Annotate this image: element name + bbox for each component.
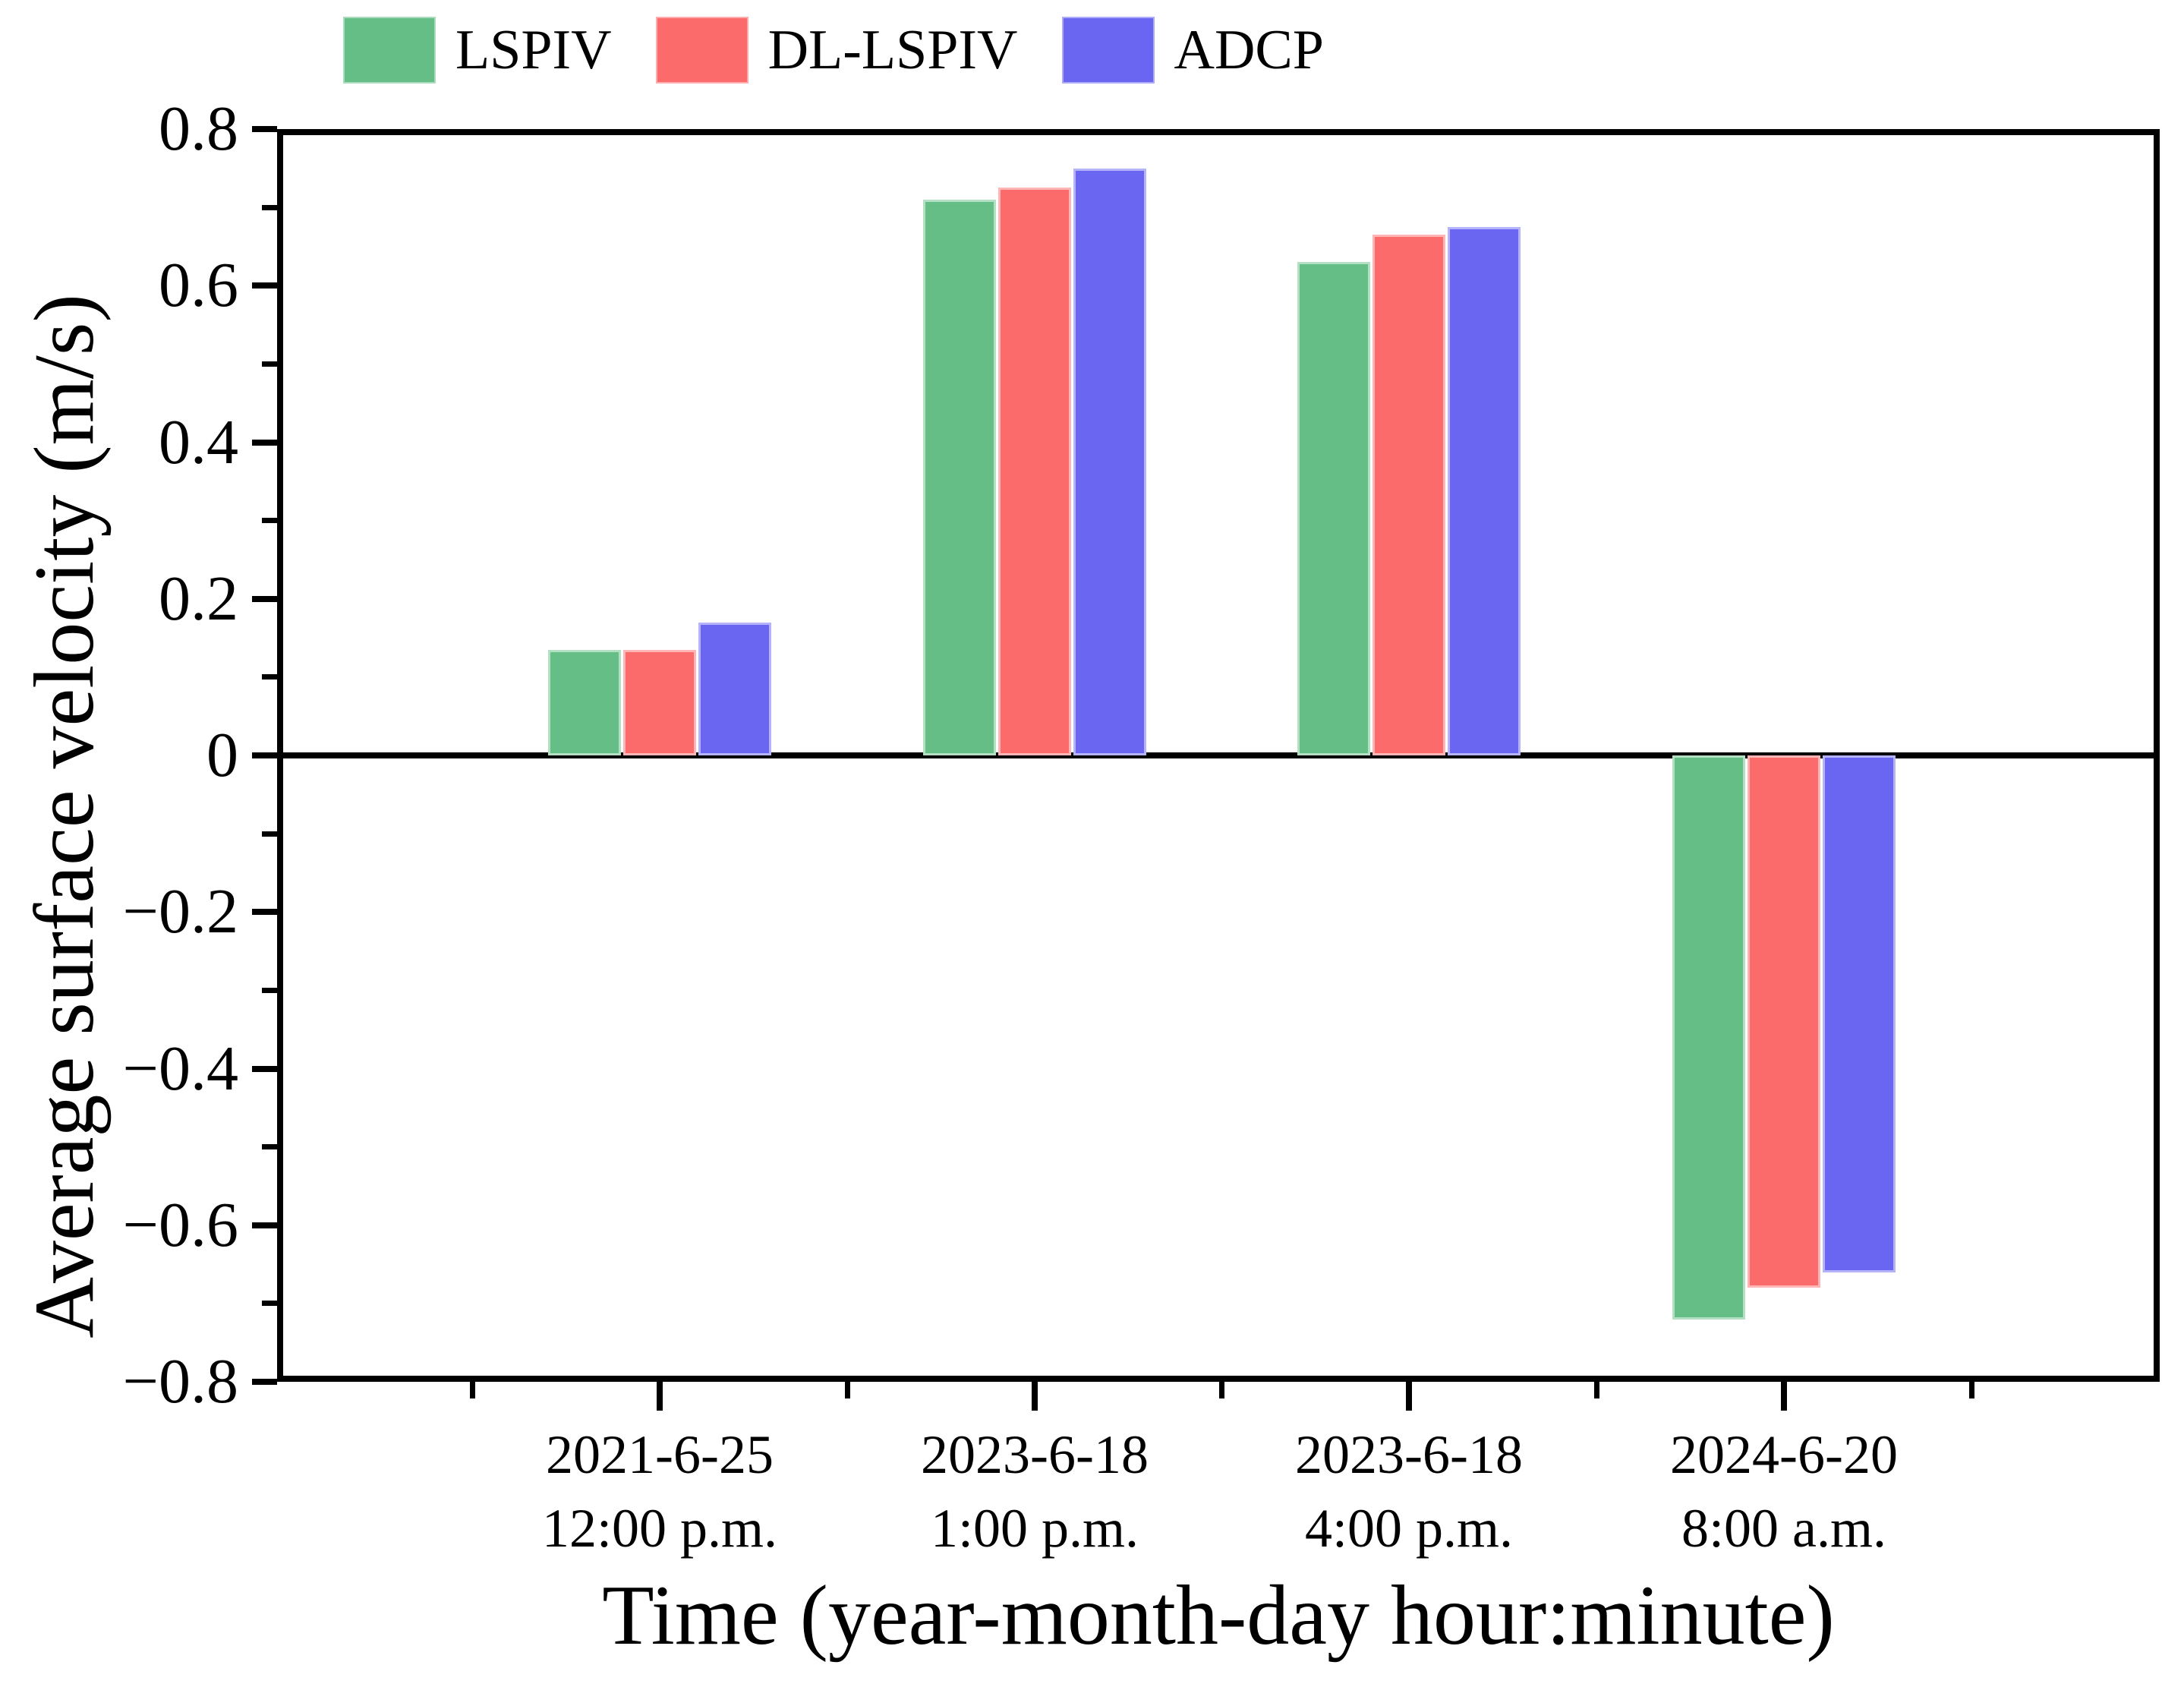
y-axis-major-tick <box>252 126 277 132</box>
x-tick-label-time: 4:00 p.m. <box>1304 1498 1513 1559</box>
legend-swatch-dl-lspiv <box>655 17 748 84</box>
bar-lspiv-group3 <box>1297 262 1370 755</box>
x-axis-minor-tick <box>1218 1382 1224 1398</box>
legend-label: ADCP <box>1174 19 1324 81</box>
x-tick-label-time: 12:00 p.m. <box>541 1498 777 1559</box>
y-axis-major-tick <box>252 752 277 758</box>
y-axis-minor-tick <box>262 1144 277 1150</box>
y-axis-major-tick <box>252 909 277 916</box>
x-axis-major-tick <box>657 1382 663 1411</box>
x-tick-label-date: 2021-6-25 <box>546 1424 774 1485</box>
bar-adcp-group3 <box>1448 226 1521 755</box>
x-tick-label-date: 2024-6-20 <box>1670 1424 1898 1485</box>
y-axis-minor-tick <box>262 674 277 680</box>
y-axis-minor-tick <box>262 204 277 210</box>
y-axis-major-tick <box>252 282 277 289</box>
y-axis-major-tick <box>252 1379 277 1385</box>
x-axis-tick-label: 2023-6-18 4:00 p.m. <box>1196 1418 1621 1566</box>
y-axis-tick-label: 0.4 <box>159 406 238 478</box>
x-axis-tick-label: 2021-6-25 12:00 p.m. <box>447 1418 872 1566</box>
legend-swatch-adcp <box>1061 17 1155 84</box>
y-axis-tick-label: −0.4 <box>122 1033 238 1104</box>
y-axis-tick-label: 0.2 <box>159 563 238 634</box>
y-axis-tick-label: 0.8 <box>159 93 238 164</box>
x-tick-label-time: 8:00 a.m. <box>1681 1498 1886 1559</box>
x-tick-label-time: 1:00 p.m. <box>930 1498 1139 1559</box>
bar-dl-lspiv-group1 <box>623 649 696 755</box>
x-axis-minor-tick <box>1593 1382 1599 1398</box>
x-axis-minor-tick <box>469 1382 475 1398</box>
y-axis-minor-tick <box>262 518 277 524</box>
x-axis-major-tick <box>1032 1382 1038 1411</box>
y-axis-minor-tick <box>262 831 277 837</box>
y-axis-title: Average surface velocity (m/s) <box>17 294 112 1339</box>
y-axis-minor-tick <box>262 361 277 367</box>
bar-dl-lspiv-group4 <box>1748 755 1820 1288</box>
y-axis-tick-label: −0.2 <box>122 876 238 948</box>
bar-lspiv-group1 <box>548 649 621 755</box>
bar-adcp-group4 <box>1823 755 1896 1272</box>
x-axis-minor-tick <box>844 1382 850 1398</box>
legend-item-dl-lspiv: DL-LSPIV <box>655 17 1018 84</box>
x-tick-label-date: 2023-6-18 <box>921 1424 1149 1485</box>
y-axis-tick-label: 0 <box>206 720 238 790</box>
y-axis-major-tick <box>252 439 277 446</box>
y-axis-major-tick <box>252 1222 277 1228</box>
legend-label: LSPIV <box>455 19 612 81</box>
bar-dl-lspiv-group2 <box>998 188 1071 755</box>
y-axis-major-tick <box>252 1065 277 1072</box>
y-axis-minor-tick <box>262 987 277 993</box>
x-axis-title: Time (year-month-day hour:minute) <box>602 1569 1835 1663</box>
legend-item-lspiv: LSPIV <box>343 17 612 84</box>
bar-lspiv-group2 <box>923 199 996 755</box>
x-tick-label-date: 2023-6-18 <box>1295 1424 1523 1485</box>
legend-label: DL-LSPIV <box>767 19 1018 81</box>
bar-adcp-group2 <box>1073 168 1146 755</box>
x-axis-major-tick <box>1406 1382 1412 1411</box>
x-axis-tick-label: 2023-6-18 1:00 p.m. <box>822 1418 1247 1566</box>
bar-dl-lspiv-group3 <box>1372 235 1445 755</box>
y-axis-tick-label: −0.8 <box>122 1346 238 1417</box>
legend-item-adcp: ADCP <box>1061 17 1324 84</box>
y-axis-tick-label: −0.6 <box>122 1189 238 1260</box>
y-axis-major-tick <box>252 595 277 602</box>
x-axis-tick-label: 2024-6-20 8:00 a.m. <box>1571 1418 1996 1566</box>
zero-line <box>277 752 2160 758</box>
y-axis-tick-label: 0.6 <box>159 250 238 321</box>
bar-lspiv-group4 <box>1672 755 1745 1320</box>
legend-swatch-lspiv <box>343 17 436 84</box>
x-axis-minor-tick <box>1968 1382 1974 1398</box>
x-axis-major-tick <box>1781 1382 1787 1411</box>
bar-adcp-group1 <box>698 622 771 755</box>
legend: LSPIV DL-LSPIV ADCP <box>343 17 1324 84</box>
y-axis-minor-tick <box>262 1301 277 1307</box>
